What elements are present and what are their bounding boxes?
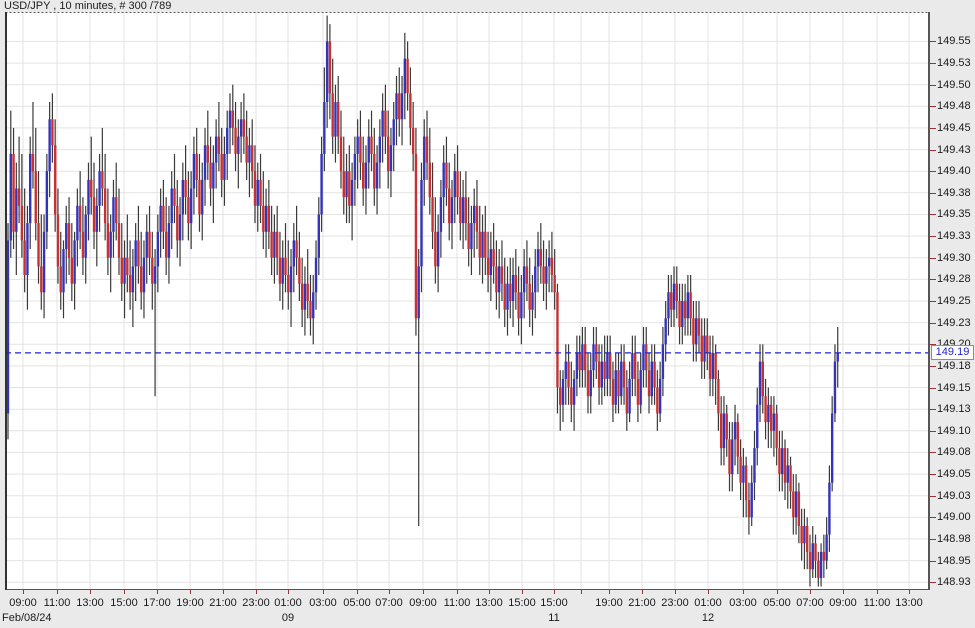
price-tick-label: 149.33 — [937, 231, 971, 242]
price-axis-tick — [930, 236, 936, 237]
price-axis-tick — [930, 171, 936, 172]
time-axis-tick — [708, 590, 709, 594]
time-tick-label: 13:00 — [887, 597, 931, 609]
time-axis-tick — [57, 590, 58, 594]
price-axis-tick — [930, 63, 936, 64]
price-axis-tick — [930, 214, 936, 215]
price-tick-label: 149.18 — [937, 361, 971, 372]
price-axis-tick — [930, 452, 936, 453]
time-axis-tick — [288, 590, 289, 594]
price-tick-label: 149.15 — [937, 383, 971, 394]
price-axis-tick — [930, 258, 936, 259]
time-axis-tick — [843, 590, 844, 594]
price-tick-label: 148.95 — [937, 556, 971, 567]
time-axis-tick — [675, 590, 676, 594]
price-axis-tick — [930, 279, 936, 280]
price-axis-tick — [930, 388, 936, 389]
time-axis-tick — [909, 590, 910, 594]
price-axis-tick — [930, 409, 936, 410]
price-axis-tick — [930, 496, 936, 497]
price-tick-label: 149.30 — [937, 253, 971, 264]
price-tick-label: 149.55 — [937, 36, 971, 47]
current-price-badge: 149.19 — [931, 345, 974, 360]
price-tick-label: 148.98 — [937, 534, 971, 545]
price-tick-label: 149.23 — [937, 318, 971, 329]
price-axis-tick — [930, 366, 936, 367]
chart-title: USD/JPY , 10 minutes, # 300 /789 — [4, 0, 171, 12]
candlestick-chart-canvas[interactable] — [5, 12, 930, 590]
price-tick-label: 149.03 — [937, 491, 971, 502]
price-tick-label: 149.00 — [937, 512, 971, 523]
price-tick-label: 149.13 — [937, 404, 971, 415]
price-axis-tick — [930, 323, 936, 324]
time-axis-tick — [554, 590, 555, 594]
price-axis-tick — [930, 539, 936, 540]
price-tick-label: 149.05 — [937, 469, 971, 480]
time-axis-tick — [157, 590, 158, 594]
price-axis-tick — [930, 106, 936, 107]
time-axis-tick — [389, 590, 390, 594]
price-axis-tick — [930, 561, 936, 562]
price-axis-tick — [930, 128, 936, 129]
time-axis-tick — [423, 590, 424, 594]
date-label: 09 — [266, 612, 310, 624]
time-axis-tick — [609, 590, 610, 594]
date-label: Feb/08/24 — [2, 612, 52, 624]
price-tick-label: 148.93 — [937, 577, 971, 588]
price-tick-label: 149.38 — [937, 188, 971, 199]
price-axis-tick — [930, 431, 936, 432]
price-axis-tick — [930, 85, 936, 86]
price-tick-label: 149.10 — [937, 426, 971, 437]
time-axis-tick — [810, 590, 811, 594]
price-chart-plot-area[interactable] — [5, 12, 930, 590]
time-axis-tick — [777, 590, 778, 594]
time-axis-tick — [489, 590, 490, 594]
price-axis-tick — [930, 517, 936, 518]
time-axis-tick — [190, 590, 191, 594]
price-tick-label: 149.28 — [937, 274, 971, 285]
time-axis-tick — [323, 590, 324, 594]
price-tick-label: 149.50 — [937, 80, 971, 91]
time-axis-tick — [743, 590, 744, 594]
date-label: 11 — [532, 612, 576, 624]
time-axis-tick — [223, 590, 224, 594]
price-tick-label: 149.53 — [937, 58, 971, 69]
price-tick-label: 149.45 — [937, 123, 971, 134]
time-axis-tick — [124, 590, 125, 594]
time-axis-tick — [581, 590, 582, 594]
price-tick-label: 149.43 — [937, 145, 971, 156]
date-label: 12 — [686, 612, 730, 624]
price-axis-tick — [930, 301, 936, 302]
time-axis-tick — [642, 590, 643, 594]
time-axis-tick — [522, 590, 523, 594]
price-tick-label: 149.40 — [937, 166, 971, 177]
time-axis-tick — [457, 590, 458, 594]
time-axis-tick — [90, 590, 91, 594]
price-tick-label: 149.25 — [937, 296, 971, 307]
time-axis-tick — [877, 590, 878, 594]
chart-window: USD/JPY , 10 minutes, # 300 /789 149.55 1… — [0, 0, 975, 628]
price-tick-label: 149.35 — [937, 209, 971, 220]
price-tick-label: 149.08 — [937, 447, 971, 458]
time-axis-tick — [23, 590, 24, 594]
price-axis-tick — [930, 150, 936, 151]
price-axis-tick — [930, 582, 936, 583]
time-tick-label: 15:00 — [532, 597, 576, 609]
time-axis-tick — [256, 590, 257, 594]
price-axis-tick — [930, 41, 936, 42]
price-axis-tick — [930, 193, 936, 194]
price-tick-label: 149.48 — [937, 101, 971, 112]
price-axis-tick — [930, 474, 936, 475]
time-axis-tick — [357, 590, 358, 594]
